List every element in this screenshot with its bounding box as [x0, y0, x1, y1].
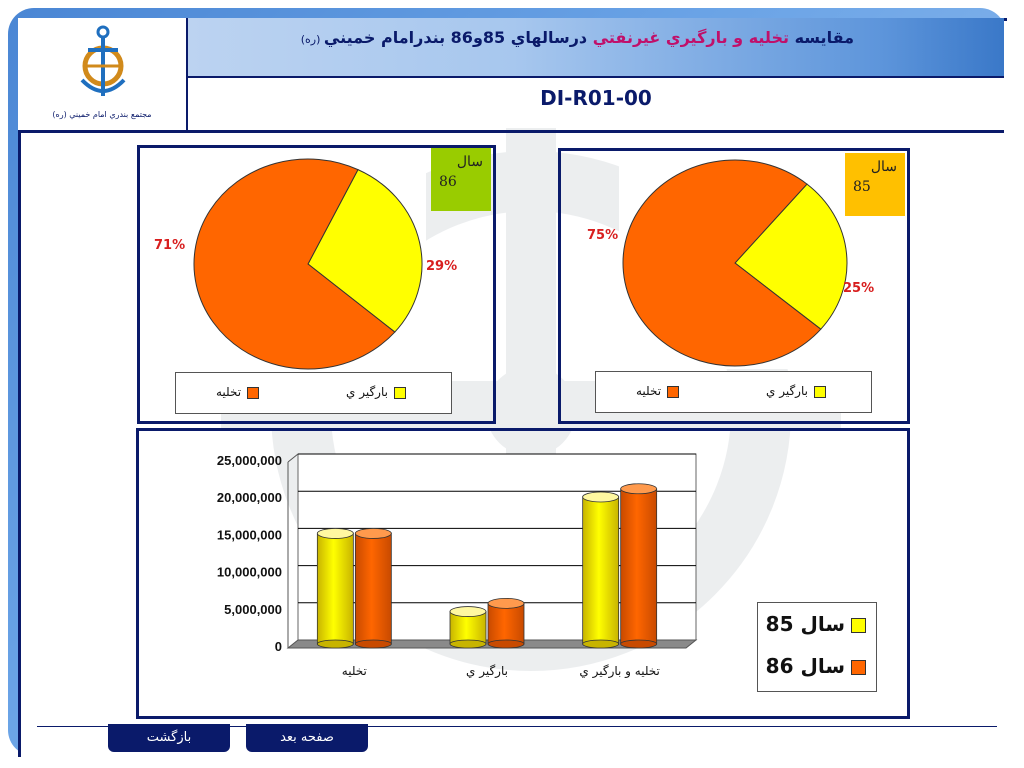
- x-category-label: تخليه: [342, 664, 367, 678]
- pie86-loading-pct: 29%: [426, 259, 458, 274]
- pie86-discharge-pct: 71%: [154, 238, 186, 253]
- y-tick-label: 25,000,000: [217, 453, 282, 468]
- bar-year85-cat1: [449, 606, 487, 649]
- bar-year86-cat2: [620, 483, 658, 649]
- footer-divider: [37, 726, 997, 727]
- pie-chart-86: [193, 158, 423, 370]
- y-tick-label: 15,000,000: [217, 527, 282, 542]
- bar-year85-cat0: [316, 528, 354, 649]
- legend-item-loading: بارگير ي: [766, 384, 826, 398]
- pie86-slice-discharge: [193, 158, 396, 370]
- x-category-label: بارگير ي: [466, 664, 508, 679]
- bar-chart: 25,000,000 20,000,000 15,000,000 10,000,000…: [217, 453, 698, 679]
- y-tick-label: 0: [275, 639, 282, 654]
- bar-chart-legend: سال 85 سال 86: [757, 602, 877, 692]
- logo-area: مجتمع بندري امام خميني (ره): [18, 18, 188, 130]
- header: مجتمع بندري امام خميني (ره) مقايسه تخليه…: [18, 18, 1004, 130]
- pie85-discharge-pct: 75%: [587, 228, 619, 243]
- bar-year86-cat0: [354, 528, 392, 649]
- legend-item-loading: بارگير ي: [346, 385, 406, 399]
- pie-panel-86: سال 86 71% 29% تخليه بارگير ي: [137, 145, 496, 424]
- port-anchor-logo-icon: [80, 25, 126, 96]
- year-badge-86: سال 86: [431, 148, 491, 211]
- pie86-legend: تخليه بارگير ي: [175, 372, 452, 414]
- legend-item-year-86: سال 86: [766, 655, 866, 677]
- back-button[interactable]: بازگشت: [108, 724, 230, 752]
- page-title: مقايسه تخليه و بارگيري غيرنفتي درسالهاي …: [300, 28, 854, 47]
- legend-item-discharge: تخليه: [636, 384, 680, 398]
- pie85-slice-discharge: [622, 159, 822, 367]
- code-bar: [188, 78, 1004, 128]
- y-tick-label: 20,000,000: [217, 490, 282, 505]
- bar-panel: [136, 428, 910, 719]
- x-category-label: تخليه و بارگير ي: [579, 664, 660, 679]
- bar-year85-cat2: [582, 491, 620, 649]
- pie85-slice-loading: [734, 183, 848, 330]
- legend-item-discharge: تخليه: [216, 385, 260, 399]
- pie-chart-85: [622, 159, 848, 367]
- year-badge-85: سال 85: [845, 153, 905, 216]
- y-tick-label: 10,000,000: [217, 565, 282, 580]
- organization-name: مجتمع بندري امام خميني (ره): [52, 110, 152, 119]
- pie-panel-85: سال 85 75% 25% تخليه بارگير ي: [558, 148, 910, 424]
- header-divider: [18, 130, 1004, 133]
- y-tick-label: 5,000,000: [224, 602, 282, 617]
- pie85-legend: تخليه بارگير ي: [595, 371, 872, 413]
- next-page-button[interactable]: صفحه بعد: [246, 724, 368, 752]
- title-bar: [188, 18, 1004, 78]
- document-code: DI-R01-00: [540, 86, 652, 110]
- pie85-loading-pct: 25%: [843, 281, 875, 296]
- legend-item-year-85: سال 85: [766, 613, 866, 635]
- bar-year86-cat1: [487, 597, 525, 649]
